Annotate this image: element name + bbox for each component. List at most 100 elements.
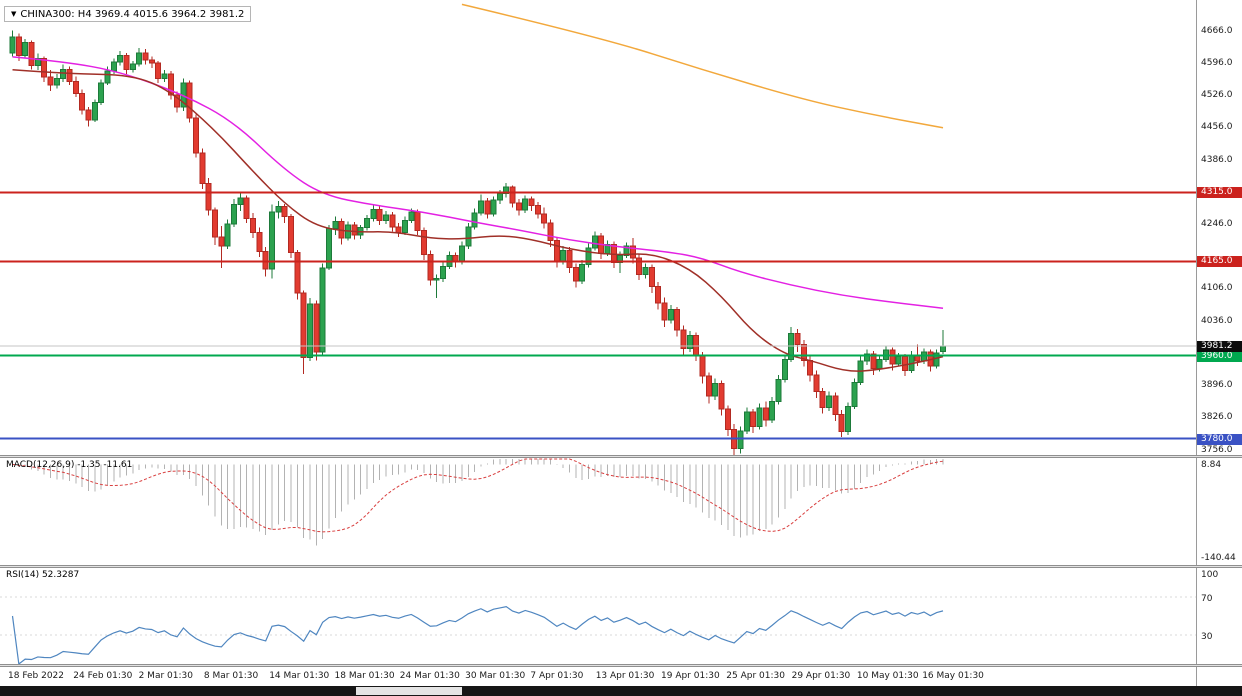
candle	[28, 42, 35, 67]
candle	[66, 68, 73, 82]
macd-indicator-label: MACD(12,26,9) -1.35 -11.61	[6, 460, 133, 470]
candle	[788, 333, 795, 360]
candle	[395, 226, 402, 233]
candle	[851, 381, 858, 407]
chart-tab[interactable]	[356, 687, 462, 695]
macd-histogram	[18, 459, 944, 546]
candle	[155, 62, 162, 80]
candle	[642, 266, 649, 276]
candle	[794, 333, 801, 346]
candle	[370, 208, 377, 219]
candle	[53, 78, 60, 86]
candle	[680, 329, 687, 349]
candle	[382, 214, 389, 221]
candle	[224, 223, 231, 247]
price-axis-label: 4246.0	[1201, 219, 1233, 230]
candle	[845, 405, 852, 433]
rsi-scale-label-70: 70	[1201, 594, 1213, 604]
chevron-down-icon[interactable]: ▼	[11, 9, 17, 18]
candle	[623, 245, 630, 256]
rsi-line	[11, 606, 944, 664]
candle	[813, 374, 820, 393]
candle	[667, 309, 674, 321]
candle	[496, 193, 503, 201]
ma-long-line	[461, 3, 944, 129]
candle	[186, 82, 193, 119]
candle	[129, 63, 136, 70]
candle	[300, 292, 307, 359]
time-axis[interactable]: 18 Feb 2022 24 Feb 01:30 2 Mar 01:30 8 Mar …	[0, 667, 1242, 686]
candle	[522, 198, 529, 211]
candle	[769, 401, 776, 421]
candle	[231, 204, 238, 225]
panel-separator[interactable]	[0, 565, 1242, 568]
macd-panel[interactable]	[0, 458, 1196, 565]
candle	[60, 68, 67, 80]
candle	[294, 252, 301, 294]
time-axis-label: 16 May 01:30	[922, 671, 984, 681]
time-axis-label: 19 Apr 01:30	[661, 671, 720, 681]
candle	[414, 211, 421, 231]
price-level-label: 4315.0	[1197, 187, 1242, 199]
candle	[237, 197, 244, 206]
candle	[110, 61, 117, 72]
candle	[376, 208, 383, 221]
time-axis-label: 7 Apr 01:30	[530, 671, 584, 681]
price-axis-label: 4456.0	[1201, 122, 1233, 133]
candle	[509, 186, 516, 204]
current-price-label: 3981.2	[1197, 340, 1242, 352]
candle	[655, 286, 662, 304]
candle	[389, 214, 396, 228]
candle	[401, 219, 408, 233]
price-axis-label: 4596.0	[1201, 57, 1233, 68]
price-axis-label: 4526.0	[1201, 90, 1233, 101]
main-price-chart[interactable]	[0, 0, 1196, 455]
candle	[269, 211, 276, 270]
time-axis-label: 24 Mar 01:30	[399, 671, 460, 681]
candle	[433, 277, 440, 281]
candle	[870, 353, 877, 370]
candles-series	[9, 30, 947, 455]
rsi-panel[interactable]	[0, 568, 1196, 664]
candle	[503, 186, 510, 195]
candle	[281, 206, 288, 218]
rsi-indicator-label: RSI(14) 52.3287	[6, 570, 80, 580]
candle	[174, 94, 181, 108]
candle	[940, 345, 947, 352]
candle	[41, 58, 48, 78]
candle	[9, 36, 16, 54]
price-scale[interactable]: 8.84 -140.44 100 70 30 4666.0 4596.0 4526.…	[1196, 0, 1242, 686]
candle	[610, 243, 617, 264]
time-axis-label: 29 Apr 01:30	[791, 671, 851, 681]
candle	[313, 303, 320, 353]
candle	[686, 334, 693, 349]
candle	[547, 222, 554, 242]
candle	[490, 199, 497, 215]
candle	[712, 382, 719, 397]
candle	[775, 379, 782, 403]
candle	[528, 198, 535, 207]
candle	[750, 411, 757, 428]
candle	[199, 152, 206, 185]
time-axis-label: 25 Apr 01:30	[726, 671, 785, 681]
candle	[534, 205, 541, 215]
candle	[22, 42, 29, 57]
symbol-info-box[interactable]: ▼ CHINA300: H4 3969.4 4015.6 3964.2 3981…	[4, 6, 252, 22]
candle	[756, 407, 763, 428]
candle	[471, 212, 478, 228]
candle	[895, 356, 902, 365]
candle	[902, 356, 909, 371]
candle	[484, 200, 491, 215]
price-axis-label: 4036.0	[1201, 315, 1233, 326]
candle	[79, 92, 86, 111]
candle	[212, 209, 219, 238]
price-level-label: 4165.0	[1197, 256, 1242, 268]
panel-separator[interactable]	[0, 455, 1242, 458]
candle	[91, 101, 98, 121]
candle	[72, 80, 79, 94]
candle	[661, 302, 668, 321]
candle	[104, 70, 111, 84]
panel-separator[interactable]	[0, 664, 1242, 667]
candle	[307, 303, 314, 359]
